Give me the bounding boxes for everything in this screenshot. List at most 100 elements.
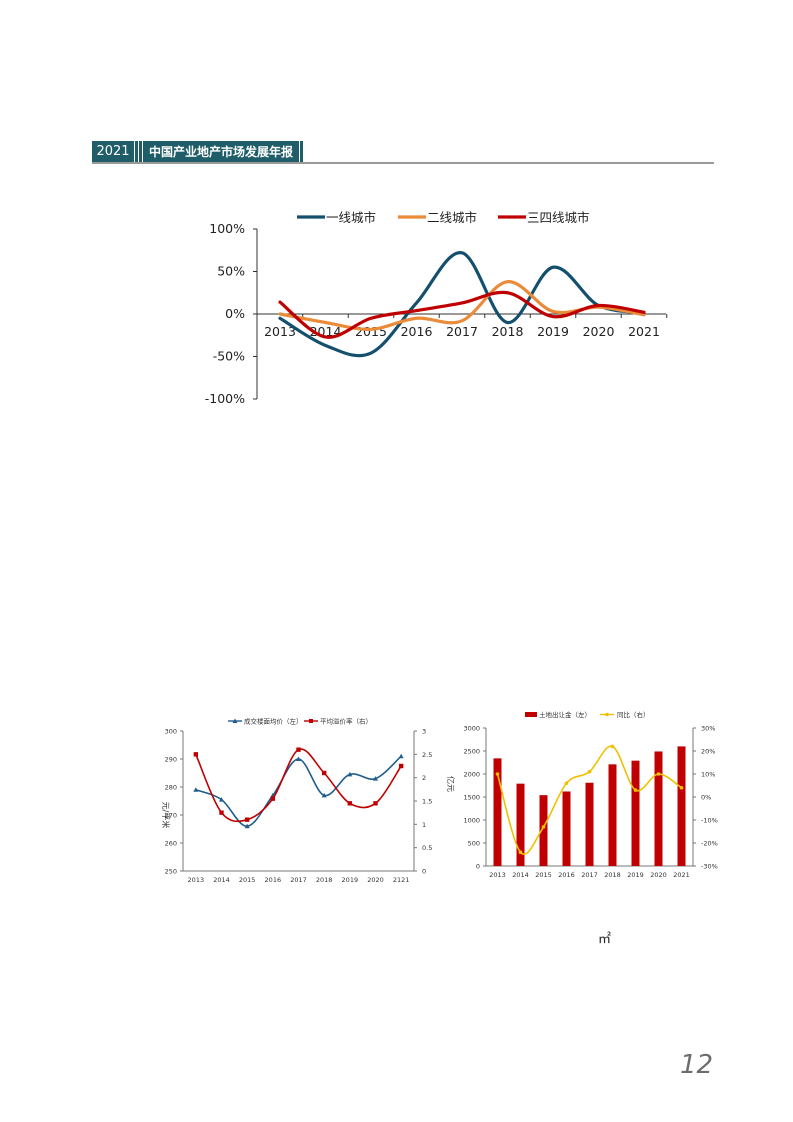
x-tick-label: 2017 (446, 324, 478, 339)
legend-marker (605, 712, 609, 717)
left-tick-label: 2500 (463, 748, 480, 756)
x-tick-label: 2013 (264, 324, 296, 339)
series-point (398, 753, 404, 759)
legend-swatch (525, 712, 537, 717)
bar (631, 760, 640, 866)
x-tick-label: 2014 (213, 876, 230, 884)
right-tick-label: 0.5 (422, 844, 432, 852)
left-tick-label: 270 (165, 812, 177, 820)
right-tick-label: -20% (701, 840, 718, 848)
header-rule (92, 162, 714, 164)
y-tick-label: -100% (205, 391, 245, 406)
series-point (610, 744, 615, 749)
x-tick-label: 2016 (558, 871, 575, 879)
right-tick-label: 1 (422, 821, 426, 829)
series-point (193, 787, 199, 792)
left-tick-label: 3000 (463, 725, 480, 733)
series-point (564, 781, 569, 785)
x-tick-label: 2021 (673, 871, 690, 879)
bar (539, 795, 548, 866)
series-point (321, 792, 327, 798)
right-tick-label: 3 (422, 728, 426, 736)
left-tick-label: 500 (468, 840, 480, 848)
series-point (587, 769, 592, 774)
left-tick-label: 1000 (463, 817, 480, 825)
header-divider (135, 141, 138, 163)
legend-label: 平均溢价率（右） (320, 717, 372, 726)
right-tick-label: 0 (422, 868, 426, 876)
legend-label: 三四线城市 (527, 210, 590, 225)
series-point (679, 786, 684, 790)
series-point (321, 770, 327, 776)
series-point (633, 788, 638, 792)
header-divider (300, 141, 303, 163)
header-divider (139, 141, 142, 163)
x-tick-label: 2017 (581, 871, 598, 879)
right-tick-label: 20% (701, 748, 715, 756)
legend-marker (309, 719, 313, 723)
right-tick-label: 0% (701, 794, 711, 802)
legend-label: 同比（右） (617, 710, 650, 719)
legend-marker (232, 718, 238, 723)
right-tick-label: -10% (701, 817, 718, 825)
y-tick-label: 100% (209, 221, 245, 236)
x-tick-label: 2013 (489, 871, 506, 879)
series-point (398, 763, 404, 769)
x-tick-label: 2018 (492, 324, 524, 339)
series-point (296, 747, 301, 752)
left-tick-label: 0 (476, 863, 480, 871)
left-tick-label: 2000 (463, 771, 480, 779)
series-point (347, 771, 353, 777)
right-tick-label: 2.5 (422, 751, 432, 759)
series-line-3 (278, 290, 646, 339)
left-tick-label: 260 (165, 840, 177, 848)
series-point (518, 850, 523, 854)
y-tick-label: -50% (213, 349, 245, 364)
y-axis-title: 元/平米 (161, 802, 171, 829)
bar (516, 783, 525, 866)
x-tick-label: 2016 (401, 324, 433, 339)
left-tick-label: 1500 (463, 794, 480, 802)
x-tick-label: 2016 (265, 876, 282, 884)
x-tick-label: 2019 (627, 871, 644, 879)
unit-symbol: ㎡ (598, 932, 612, 947)
series-point (373, 801, 378, 806)
legend-label: 土地出让金（左） (539, 710, 591, 719)
series-point (296, 756, 301, 761)
x-tick-label: 2121 (393, 876, 410, 884)
legend-label: 成交楼面均价（左） (244, 717, 303, 726)
x-tick-label: 2020 (583, 324, 615, 339)
series-point (656, 772, 661, 776)
legend-label: 一线城市 (326, 210, 376, 225)
y-axis-title: 亿元 (446, 776, 456, 792)
bar (677, 746, 686, 866)
header-year: 2021 (92, 141, 134, 163)
x-tick-label: 2019 (342, 876, 359, 884)
right-tick-label: -30% (701, 863, 718, 871)
series-point (219, 797, 224, 802)
left-tick-label: 300 (165, 728, 177, 736)
x-tick-label: 2019 (537, 324, 569, 339)
left-tick-label: 250 (165, 868, 177, 876)
right-tick-label: 30% (701, 725, 715, 733)
series-point (495, 772, 500, 776)
series-point (373, 776, 378, 781)
x-tick-label: 2017 (290, 876, 307, 884)
y-tick-label: 0% (225, 306, 245, 321)
page-number: 12 (680, 1050, 714, 1080)
x-tick-label: 2020 (367, 876, 384, 884)
x-tick-label: 2018 (316, 876, 333, 884)
right-tick-label: 10% (701, 771, 715, 779)
x-tick-label: 2021 (628, 324, 660, 339)
x-tick-label: 2018 (604, 871, 621, 879)
series-point (270, 796, 276, 801)
series-line-1 (278, 251, 646, 358)
bar (562, 791, 571, 866)
right-tick-label: 1.5 (422, 798, 432, 806)
bar (608, 764, 617, 866)
y-tick-label: 50% (217, 264, 245, 279)
legend-label: 二线城市 (427, 210, 477, 225)
